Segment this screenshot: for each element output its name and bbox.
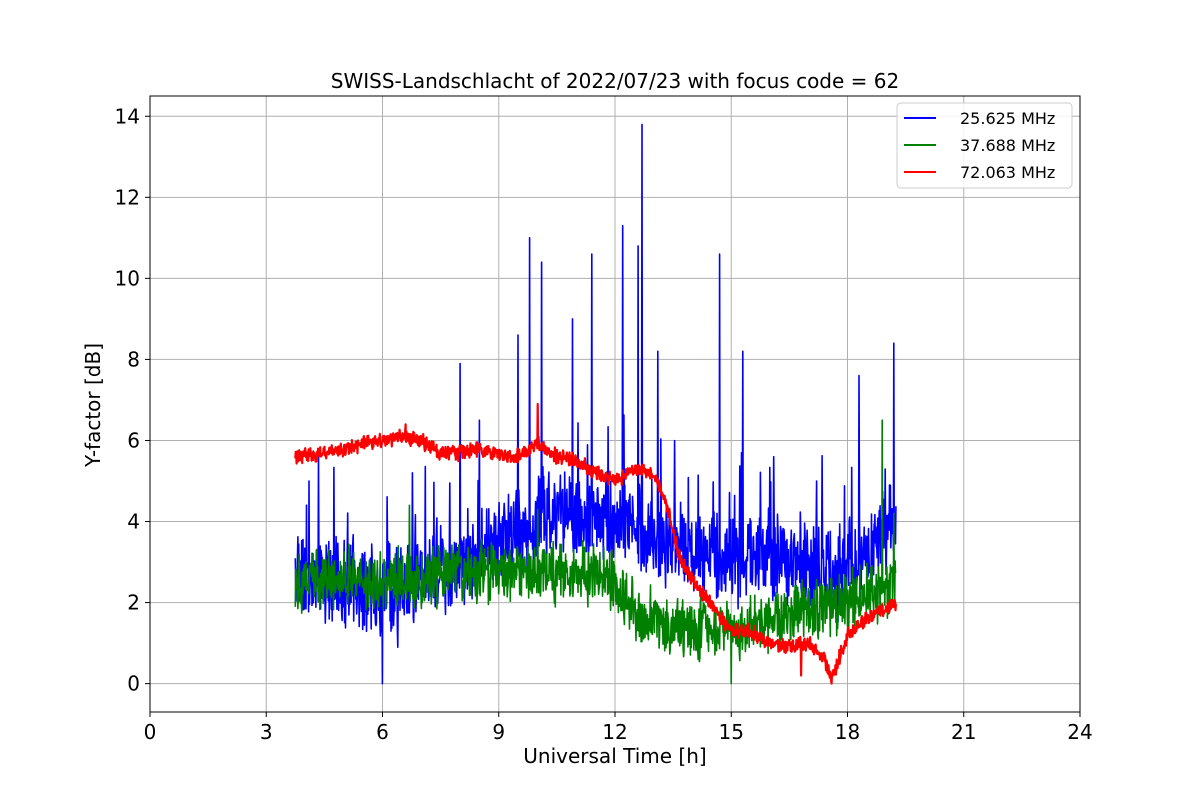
y-axis-label: Y-factor [dB]	[81, 343, 105, 468]
x-tick-label: 6	[376, 720, 389, 744]
y-tick-label: 14	[115, 104, 140, 128]
legend-label-25mhz: 25.625 MHz	[960, 109, 1055, 128]
legend-label-37mhz: 37.688 MHz	[960, 136, 1055, 155]
y-tick-label: 6	[127, 428, 140, 452]
y-tick-label: 2	[127, 591, 140, 615]
x-tick-label: 3	[260, 720, 273, 744]
y-tick-label: 8	[127, 347, 140, 371]
x-tick-label: 18	[835, 720, 860, 744]
legend-label-72mhz: 72.063 MHz	[960, 163, 1055, 182]
series-72mhz	[294, 402, 897, 685]
y-tick-label: 4	[127, 510, 140, 534]
y-tick-label: 0	[127, 672, 140, 696]
y-tick-label: 12	[115, 185, 140, 209]
legend: 25.625 MHz 37.688 MHz 72.063 MHz	[896, 102, 1073, 189]
plot-series	[294, 123, 897, 685]
y-tick-label: 10	[115, 266, 140, 290]
x-tick-label: 21	[951, 720, 976, 744]
x-tick-label: 9	[492, 720, 505, 744]
x-tick-label: 15	[719, 720, 744, 744]
x-tick-label: 0	[144, 720, 157, 744]
chart-title: SWISS-Landschlacht of 2022/07/23 with fo…	[331, 69, 899, 93]
legend-box	[896, 102, 1073, 189]
x-tick-label: 12	[602, 720, 627, 744]
series-37mhz	[294, 419, 897, 685]
x-tick-label: 24	[1067, 720, 1092, 744]
x-axis-label: Universal Time [h]	[523, 744, 706, 768]
